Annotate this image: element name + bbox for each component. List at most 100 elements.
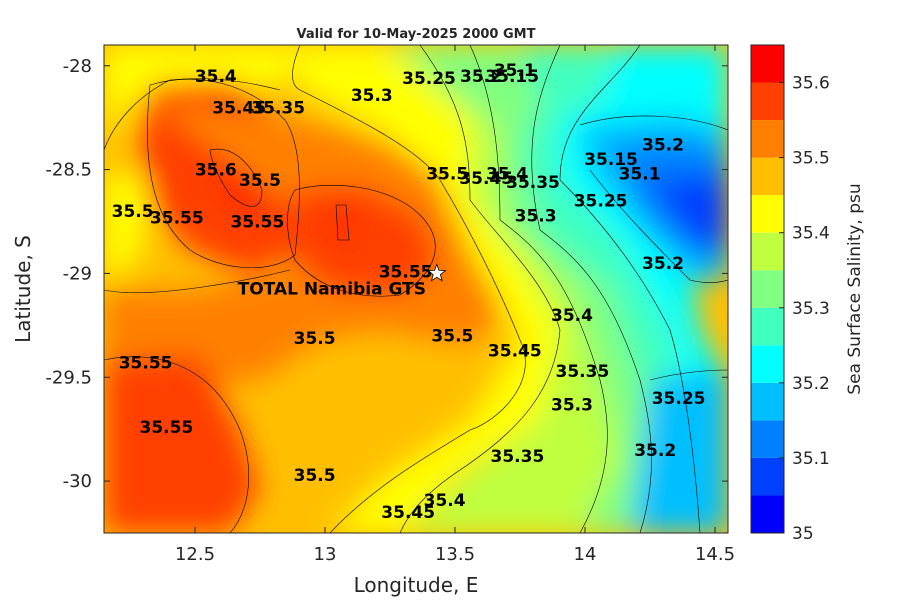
- contour-label: 35.4: [424, 491, 466, 511]
- x-tick-label: 12.5: [175, 544, 215, 565]
- field-yellow-west2: [104, 170, 150, 280]
- colorbar-segment: [751, 420, 784, 458]
- contour-label: 35.25: [574, 192, 628, 212]
- colorbar-tick-label: 35.1: [792, 449, 830, 469]
- contour-line: [649, 369, 728, 381]
- contour-label: 35.35: [556, 362, 610, 382]
- colorbar-segment: [751, 345, 784, 383]
- contour-label: 35.15: [584, 150, 638, 170]
- contour-line: [104, 78, 281, 151]
- colorbar-segment: [751, 157, 784, 196]
- colorbar-tick-label: 35.6: [792, 74, 830, 94]
- annotation-layer: TOTAL Namibia GTS: [238, 263, 447, 299]
- contour-label: 35.3: [351, 86, 393, 106]
- contour-label: 35.35: [251, 98, 305, 118]
- salinity-field: [104, 45, 728, 533]
- contour-line: [287, 185, 436, 297]
- contour-label: 35.1: [619, 165, 661, 185]
- contour-line: [531, 45, 652, 533]
- plot-frame: [103, 44, 729, 534]
- field-yellow-ne: [290, 45, 560, 533]
- contour-label: 35.2: [460, 67, 502, 87]
- field-lime: [380, 45, 620, 533]
- colorbar-tick-label: 35.5: [792, 149, 830, 169]
- contour-label: 35.2: [634, 441, 676, 461]
- contour-line: [209, 148, 263, 207]
- colorbar-segment: [751, 307, 784, 346]
- contour-label: 35.5: [239, 171, 281, 191]
- y-axis-label: Latitude, S: [11, 235, 35, 343]
- contour-label: 35.1: [494, 61, 536, 81]
- y-tick-label: -30: [63, 471, 92, 492]
- contour-plot-area: [104, 45, 728, 533]
- contour-label: 35.5: [426, 165, 468, 185]
- contour-label: 35.5: [294, 329, 336, 349]
- contour-line: [292, 45, 526, 533]
- contour-label: 35.2: [642, 254, 684, 274]
- y-tick-label: -29.5: [45, 367, 92, 388]
- colorbar-frame: [750, 44, 785, 534]
- colorbar-segment: [751, 45, 784, 83]
- colorbar: 35 35.1 35.2 35.3 35.4 35.5 35.6: [750, 44, 830, 544]
- colorbar-segment: [751, 270, 784, 308]
- colorbar-segment: [751, 232, 784, 271]
- contour-lines: [104, 45, 728, 533]
- field-green: [400, 45, 660, 533]
- contour-label: 35.35: [491, 447, 545, 467]
- x-tick-label: 13: [314, 544, 337, 565]
- x-tick-label: 14: [574, 544, 597, 565]
- colorbar-label: Sea Surface Salinity, psu: [845, 183, 865, 394]
- colorbar-tick-label: 35.2: [792, 374, 830, 394]
- contour-label: 35.6: [195, 161, 237, 181]
- field-deepblue-ne: [650, 175, 728, 250]
- contour-label: 35.45: [212, 98, 266, 118]
- contour-label: 35.55: [231, 213, 285, 233]
- contour-label: 35.25: [402, 69, 456, 89]
- contour-line: [147, 78, 300, 269]
- contour-label: 35.55: [379, 262, 433, 282]
- colorbar-segment: [751, 457, 784, 496]
- contour-label: 35.3: [515, 206, 557, 226]
- contour-label: 35.2: [642, 136, 684, 156]
- y-axis: -28 -28.5 -29 -29.5 -30: [45, 56, 728, 492]
- contour-label: 35.45: [488, 341, 542, 361]
- contour-label: 35.45: [459, 169, 513, 189]
- colorbar-tick-label: 35.3: [792, 299, 830, 319]
- colorbar-tick-label: 35: [792, 524, 814, 544]
- contour-label: 35.55: [150, 208, 204, 228]
- contour-label: 35.55: [119, 354, 173, 374]
- colorbar-segment: [751, 82, 784, 121]
- field-lightblue-se: [630, 370, 728, 533]
- x-tick-label: 13.5: [435, 544, 475, 565]
- colorbar-segment: [751, 382, 784, 421]
- contour-label: 35.3: [551, 395, 593, 415]
- field-yellow-west: [104, 45, 300, 150]
- contour-line: [335, 204, 350, 241]
- contour-line: [399, 45, 561, 533]
- x-axis: 12.5 13 13.5 14 14.5: [175, 45, 735, 565]
- colorbar-tick-label: 35.4: [792, 224, 830, 244]
- contour-line: [579, 115, 728, 131]
- contour-line: [469, 45, 608, 533]
- field-red-core-center: [336, 205, 348, 240]
- field-red-sw: [104, 355, 260, 533]
- contour-label: 35.5: [431, 327, 473, 347]
- contour-line: [559, 45, 701, 533]
- colorbar-segment: [751, 195, 784, 233]
- contour-label: 35.4: [486, 165, 528, 185]
- field-red-core-nw: [210, 150, 262, 210]
- contour-label: 35.35: [506, 173, 560, 193]
- colorbar-segment: [751, 120, 784, 158]
- x-axis-label: Longitude, E: [354, 573, 479, 597]
- chart-title: Valid for 10-May-2025 2000 GMT: [297, 27, 536, 42]
- contour-label: 35.45: [381, 503, 435, 523]
- contour-line: [104, 269, 291, 293]
- contour-line: [104, 356, 249, 533]
- site-star-marker: [427, 263, 447, 282]
- y-tick-label: -28: [63, 56, 92, 77]
- contour-label: 35.25: [652, 389, 706, 409]
- contour-line: [589, 169, 728, 284]
- y-tick-label: -28.5: [45, 160, 92, 181]
